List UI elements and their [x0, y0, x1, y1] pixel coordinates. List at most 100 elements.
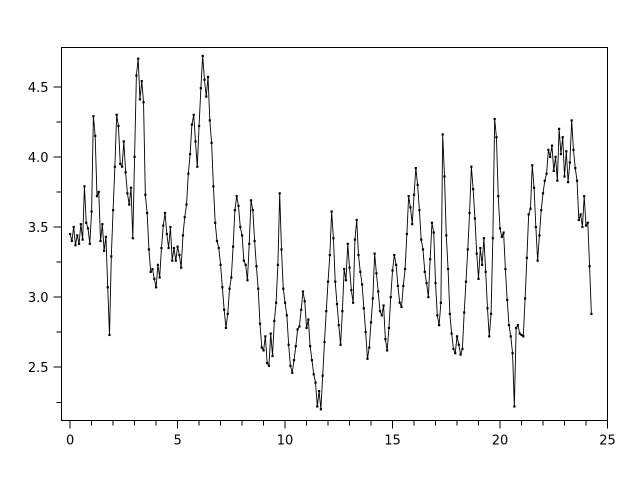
series-point — [104, 235, 108, 238]
series-point — [307, 318, 310, 321]
series-point — [305, 326, 308, 330]
series-point — [586, 221, 589, 224]
series-point — [257, 287, 260, 290]
y-tick-label: 3.0 — [28, 291, 49, 306]
series-point — [395, 263, 398, 266]
series-point — [317, 389, 321, 393]
series-point — [396, 284, 400, 287]
series-point — [283, 301, 287, 304]
series-point — [171, 259, 174, 262]
series-point — [334, 280, 337, 283]
plot-frame — [61, 47, 608, 421]
series-point — [346, 242, 349, 245]
series-point — [464, 280, 468, 283]
series-point — [88, 242, 91, 245]
series-point — [373, 252, 376, 255]
series-point — [203, 78, 206, 81]
series-point — [550, 144, 554, 147]
x-tick-label: 25 — [599, 434, 616, 449]
series-point — [113, 165, 116, 168]
series-point — [511, 352, 514, 355]
series-point — [579, 213, 582, 216]
series-point — [389, 296, 392, 299]
series-point — [111, 209, 115, 212]
series-point — [201, 54, 204, 58]
series-point — [436, 314, 439, 317]
series-point — [400, 305, 403, 309]
series-point — [289, 364, 292, 367]
series-point — [425, 281, 428, 285]
series-point — [287, 343, 290, 346]
series-point — [371, 297, 374, 300]
series-point — [319, 408, 322, 411]
series-point — [69, 232, 72, 236]
series-point — [81, 238, 84, 241]
series-point — [180, 266, 183, 269]
series-point — [192, 113, 195, 116]
series-point — [518, 332, 521, 335]
series-point — [99, 239, 102, 243]
series-line-series-1 — [69, 55, 592, 410]
series-point — [547, 148, 550, 151]
series-point — [303, 300, 306, 303]
series-point — [434, 281, 437, 285]
series-point — [529, 207, 532, 210]
series-point — [86, 227, 90, 230]
tick-labels: 0 5 10 15 20 25 2.5 3.0 3.5 4.0 4.5 — [28, 81, 616, 449]
series-point — [151, 267, 154, 271]
series-point — [72, 225, 75, 229]
series-point — [292, 359, 296, 362]
series-point — [172, 246, 176, 250]
series-point — [251, 209, 254, 212]
series-point — [386, 349, 389, 352]
series-point — [520, 333, 523, 337]
series-point — [545, 172, 548, 175]
series-point — [156, 263, 159, 266]
series-point — [330, 210, 333, 213]
series-point — [183, 216, 186, 219]
series-point — [497, 195, 500, 198]
series-point — [558, 127, 561, 130]
series-point — [427, 296, 430, 299]
series-point — [92, 115, 95, 118]
series-point — [339, 343, 342, 346]
series-point — [197, 124, 201, 128]
series-point — [352, 301, 355, 304]
series-point — [110, 255, 113, 258]
series-point — [165, 232, 168, 236]
series-point — [133, 155, 136, 158]
series-point — [556, 179, 559, 182]
series-point — [153, 277, 156, 280]
series-point — [357, 253, 360, 257]
series-point — [409, 206, 412, 209]
series-point — [583, 195, 586, 198]
series-point — [108, 333, 111, 337]
series-point — [158, 276, 161, 279]
series-point — [310, 359, 314, 362]
series-point — [489, 312, 493, 316]
series-point — [540, 209, 543, 212]
series-point — [532, 186, 536, 189]
series-point — [473, 217, 477, 220]
series-point — [323, 340, 326, 344]
series-point — [120, 165, 124, 168]
series-point — [509, 335, 512, 338]
series-point — [117, 124, 120, 128]
series-point — [531, 164, 534, 167]
series-point — [85, 221, 88, 224]
series-point — [97, 190, 100, 194]
series-point — [391, 269, 394, 272]
series-point — [581, 225, 584, 229]
x-tick-label: 20 — [492, 434, 509, 449]
series-point — [455, 335, 459, 338]
series-point — [568, 161, 571, 164]
series-point — [563, 175, 566, 178]
series-point — [271, 354, 274, 358]
series-point — [350, 288, 353, 292]
x-tick-label: 10 — [277, 434, 294, 449]
series-point — [538, 234, 541, 237]
series-point — [387, 326, 391, 330]
series-point — [506, 298, 509, 302]
